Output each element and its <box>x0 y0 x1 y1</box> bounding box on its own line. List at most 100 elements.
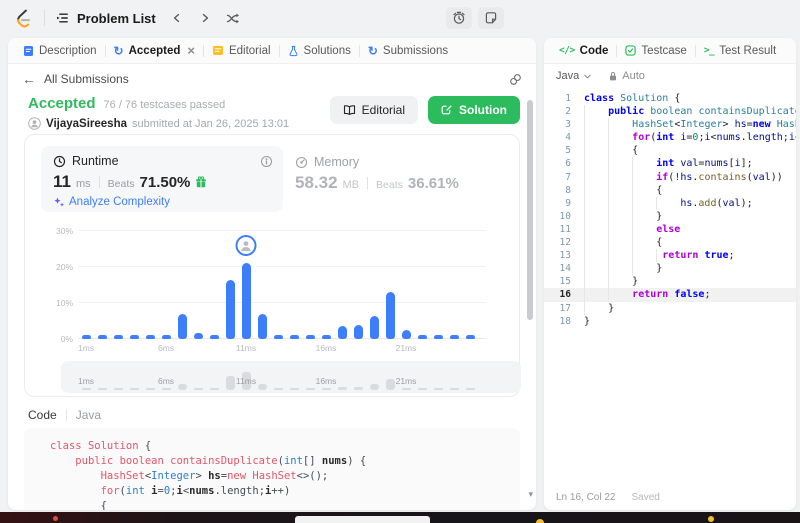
code-editor[interactable]: 1 class Solution {2 public boolean contai… <box>544 92 796 328</box>
chart-bar[interactable] <box>193 332 203 339</box>
tab-testcase[interactable]: Testcase <box>618 45 693 57</box>
chart-bar[interactable] <box>257 313 267 339</box>
x-tick-label: 16ms <box>315 343 337 353</box>
runtime-card[interactable]: Runtime 11 ms Beats 71.50% <box>41 146 283 212</box>
breadcrumb[interactable]: All Submissions <box>44 72 129 86</box>
chart-minimap-brush[interactable]: 1ms 6ms 11ms 16ms 21ms <box>61 361 521 393</box>
line-number: 15 <box>559 276 571 288</box>
indent-guide <box>584 222 585 237</box>
line-number: 9 <box>565 197 571 209</box>
back-arrow-icon[interactable]: ← <box>22 71 36 87</box>
chart-bar[interactable] <box>145 335 155 339</box>
auto-label: Auto <box>622 70 645 82</box>
terminal-icon: >_ <box>703 45 715 56</box>
minimap-bar <box>145 387 155 390</box>
chart-bar[interactable] <box>113 335 123 339</box>
chart-bar[interactable] <box>433 335 443 339</box>
auto-toggle[interactable]: Auto <box>608 70 645 82</box>
chart-bar[interactable] <box>161 335 171 339</box>
tab-editorial[interactable]: Editorial <box>205 45 278 57</box>
info-icon[interactable] <box>260 155 273 168</box>
memory-beats-value: 36.61% <box>407 175 459 192</box>
beats-label: Beats <box>107 178 135 190</box>
chart-bar[interactable] <box>305 335 315 339</box>
minimap-bar <box>369 384 379 390</box>
chart-bar[interactable] <box>209 335 219 339</box>
chart-bar[interactable] <box>225 279 235 339</box>
line-number: 18 <box>559 315 571 327</box>
scroll-down-icon[interactable]: ▾ <box>528 489 533 499</box>
x-tick-label: 21ms <box>395 343 417 353</box>
chart-bar[interactable] <box>337 326 347 339</box>
submitted-code-block[interactable]: class Solution { public boolean contains… <box>24 428 520 510</box>
tab-description[interactable]: Description <box>16 45 104 57</box>
tab-code[interactable]: </> Code <box>552 45 615 57</box>
saved-status: Saved <box>631 491 660 503</box>
language-select[interactable]: Java <box>556 70 592 82</box>
chart-bar[interactable] <box>401 330 411 339</box>
tab-label: Test Result <box>719 44 777 57</box>
minimap-tick-label: 6ms <box>157 376 175 386</box>
prev-problem-button[interactable] <box>166 7 188 29</box>
minimap-bar <box>225 375 235 390</box>
chart-bar[interactable] <box>241 263 251 339</box>
line-number: 5 <box>565 145 571 157</box>
topbar: Problem List <box>0 0 800 36</box>
chart-bar[interactable] <box>417 335 427 339</box>
next-problem-button[interactable] <box>194 7 216 29</box>
chart-bar[interactable] <box>81 335 91 339</box>
runtime-chart-plot[interactable] <box>78 230 486 339</box>
chart-bar[interactable] <box>449 335 459 339</box>
chart-bar[interactable] <box>289 335 299 339</box>
close-icon[interactable]: × <box>187 43 195 58</box>
solution-button[interactable]: Solution <box>428 96 520 124</box>
editorial-button[interactable]: Editorial <box>329 96 418 124</box>
divider <box>367 177 369 189</box>
chart-bar[interactable] <box>177 313 187 339</box>
leetcode-logo-icon[interactable] <box>12 7 34 29</box>
problem-list-label[interactable]: Problem List <box>77 10 156 26</box>
tab-label: Description <box>39 44 97 57</box>
taskbar[interactable] <box>0 512 800 523</box>
code-icon: </> <box>559 45 575 56</box>
divider <box>98 176 100 188</box>
tab-solutions[interactable]: Solutions <box>281 45 358 57</box>
tab-accepted[interactable]: ↻ Accepted × <box>107 44 202 57</box>
memory-block[interactable]: Memory 58.32 MB Beats 36.61% <box>295 155 459 193</box>
gauge-icon <box>295 156 308 169</box>
problem-list-icon[interactable] <box>55 11 69 25</box>
tab-divider <box>104 44 106 57</box>
chart-bar[interactable] <box>353 324 363 339</box>
shuffle-icon[interactable] <box>222 7 244 29</box>
chart-bar[interactable] <box>273 335 283 339</box>
indent-guide <box>608 236 610 250</box>
chart-bar[interactable] <box>97 335 107 339</box>
indent-guide <box>632 157 634 171</box>
chart-bar[interactable] <box>465 335 475 339</box>
line-number: 10 <box>559 210 571 222</box>
left-panel-scrollbar[interactable] <box>527 100 533 320</box>
indent-guide <box>584 249 585 263</box>
chart-bar[interactable] <box>129 335 139 339</box>
timer-icon[interactable] <box>446 7 472 29</box>
testcases-passed: 76 / 76 testcases passed <box>103 99 226 111</box>
indent-guide <box>608 288 610 302</box>
analyze-complexity-link[interactable]: Analyze Complexity <box>53 196 271 208</box>
tab-test-result[interactable]: >_ Test Result <box>697 45 783 57</box>
indent-guide <box>632 222 634 237</box>
description-icon <box>23 45 34 57</box>
link-icon[interactable] <box>509 73 522 86</box>
all-submissions-bar: ← All Submissions <box>8 64 536 94</box>
tab-submissions[interactable]: ↻ Submissions <box>361 45 455 57</box>
runtime-value: 11 <box>53 172 71 191</box>
chart-bar[interactable] <box>385 292 395 339</box>
minimap-bar <box>161 387 171 390</box>
chart-bar[interactable] <box>321 335 331 339</box>
indent-guide <box>632 262 634 276</box>
editor-line: 17 } <box>544 301 796 315</box>
chart-bar[interactable] <box>369 315 379 339</box>
minimap-tick-label: 21ms <box>395 376 417 386</box>
indent-guide <box>584 144 585 158</box>
username[interactable]: VijayaSireesha <box>46 117 127 130</box>
notes-icon[interactable] <box>478 7 504 29</box>
